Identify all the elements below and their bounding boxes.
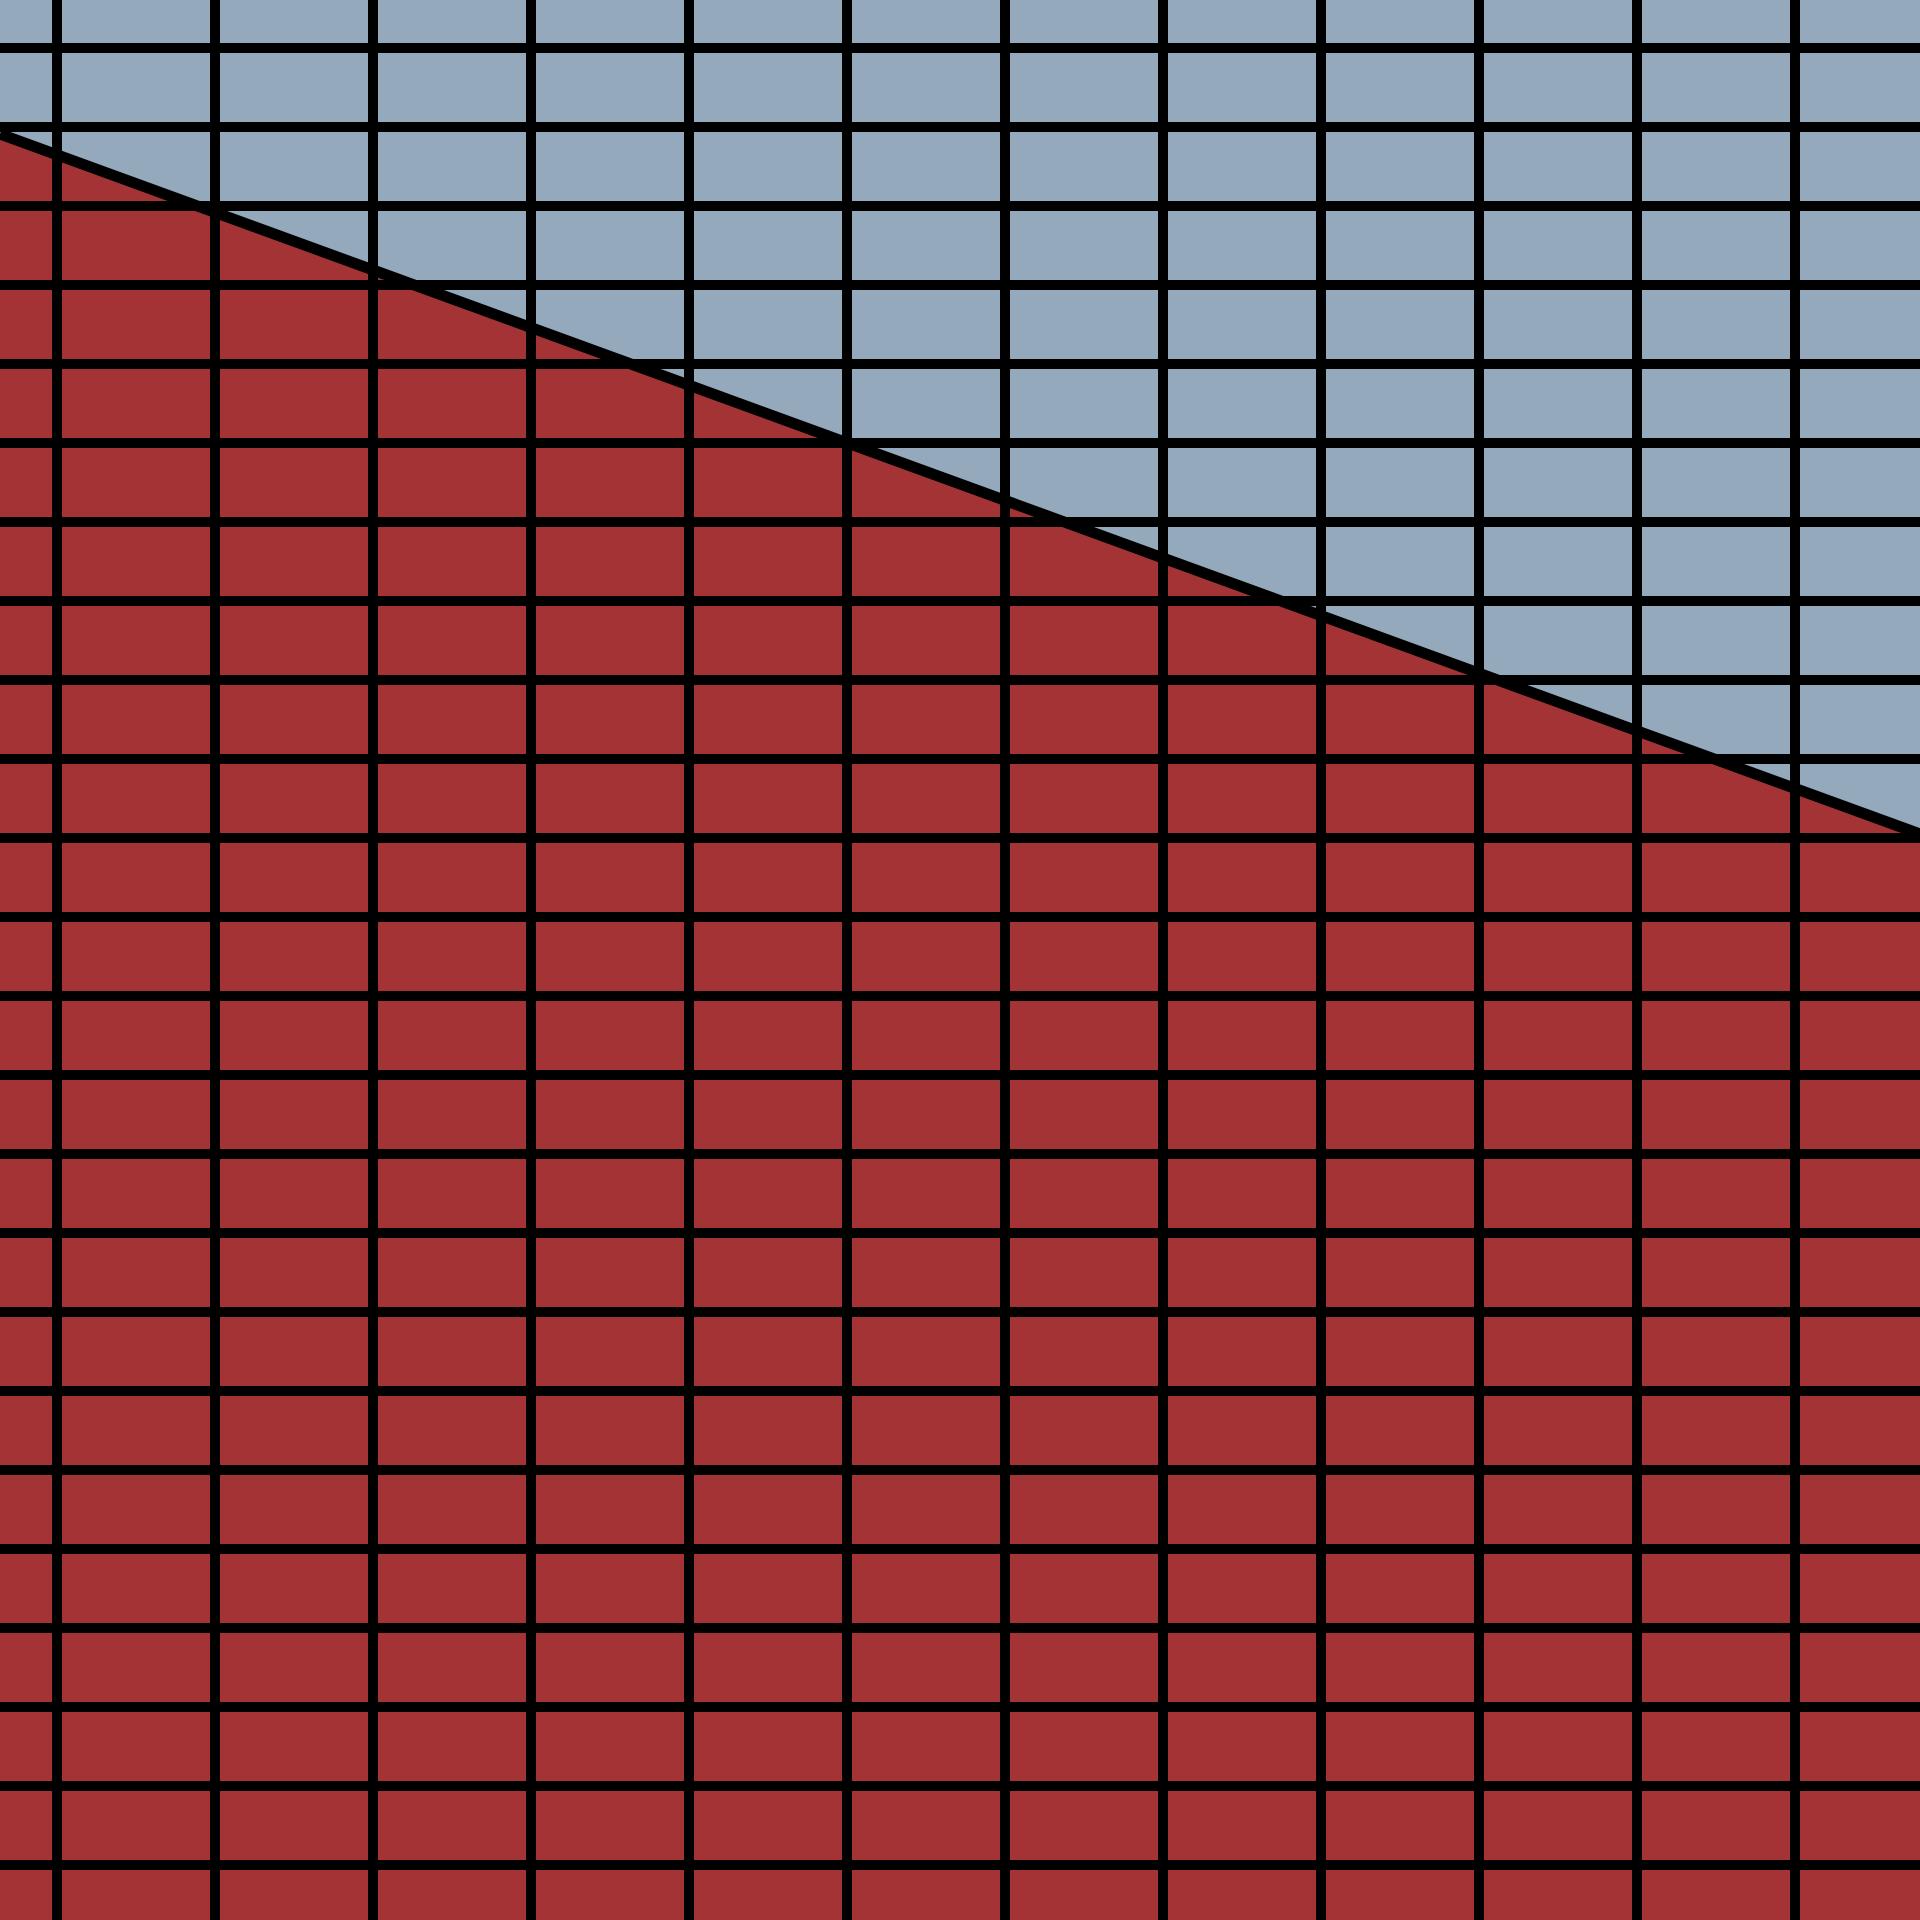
horizontal-grid-line xyxy=(0,833,1920,843)
horizontal-grid-line xyxy=(0,1307,1920,1317)
horizontal-grid-line xyxy=(0,122,1920,132)
horizontal-grid-line xyxy=(0,280,1920,290)
vertical-grid-line xyxy=(1790,0,1800,1920)
horizontal-grid-line xyxy=(0,596,1920,606)
horizontal-grid-line xyxy=(0,43,1920,53)
horizontal-grid-line xyxy=(0,201,1920,211)
horizontal-grid-line xyxy=(0,1228,1920,1238)
horizontal-grid-line xyxy=(0,1386,1920,1396)
vertical-grid-line xyxy=(1158,0,1168,1920)
horizontal-grid-line xyxy=(0,675,1920,685)
horizontal-grid-line xyxy=(0,1149,1920,1159)
horizontal-grid-line xyxy=(0,1623,1920,1633)
horizontal-grid-line xyxy=(0,1781,1920,1791)
horizontal-grid-line xyxy=(0,1544,1920,1554)
vertical-grid-line xyxy=(1000,0,1010,1920)
horizontal-grid-line xyxy=(0,754,1920,764)
horizontal-grid-line xyxy=(0,438,1920,448)
vertical-grid-line xyxy=(1474,0,1484,1920)
diagonal-divider-line xyxy=(0,128,1920,840)
horizontal-grid-line xyxy=(0,1070,1920,1080)
horizontal-grid-line xyxy=(0,517,1920,527)
horizontal-grid-line xyxy=(0,991,1920,1001)
vertical-grid-line xyxy=(1632,0,1642,1920)
horizontal-grid-line xyxy=(0,1860,1920,1870)
horizontal-grid-line xyxy=(0,359,1920,369)
horizontal-grid-line xyxy=(0,1702,1920,1712)
horizontal-grid-line xyxy=(0,912,1920,922)
vertical-grid-line xyxy=(52,0,62,1920)
vertical-grid-line xyxy=(684,0,694,1920)
vertical-grid-line xyxy=(526,0,536,1920)
horizontal-grid-line xyxy=(0,1465,1920,1475)
vertical-grid-line xyxy=(210,0,220,1920)
vertical-grid-line xyxy=(1316,0,1326,1920)
vertical-grid-line xyxy=(842,0,852,1920)
vertical-grid-line xyxy=(368,0,378,1920)
